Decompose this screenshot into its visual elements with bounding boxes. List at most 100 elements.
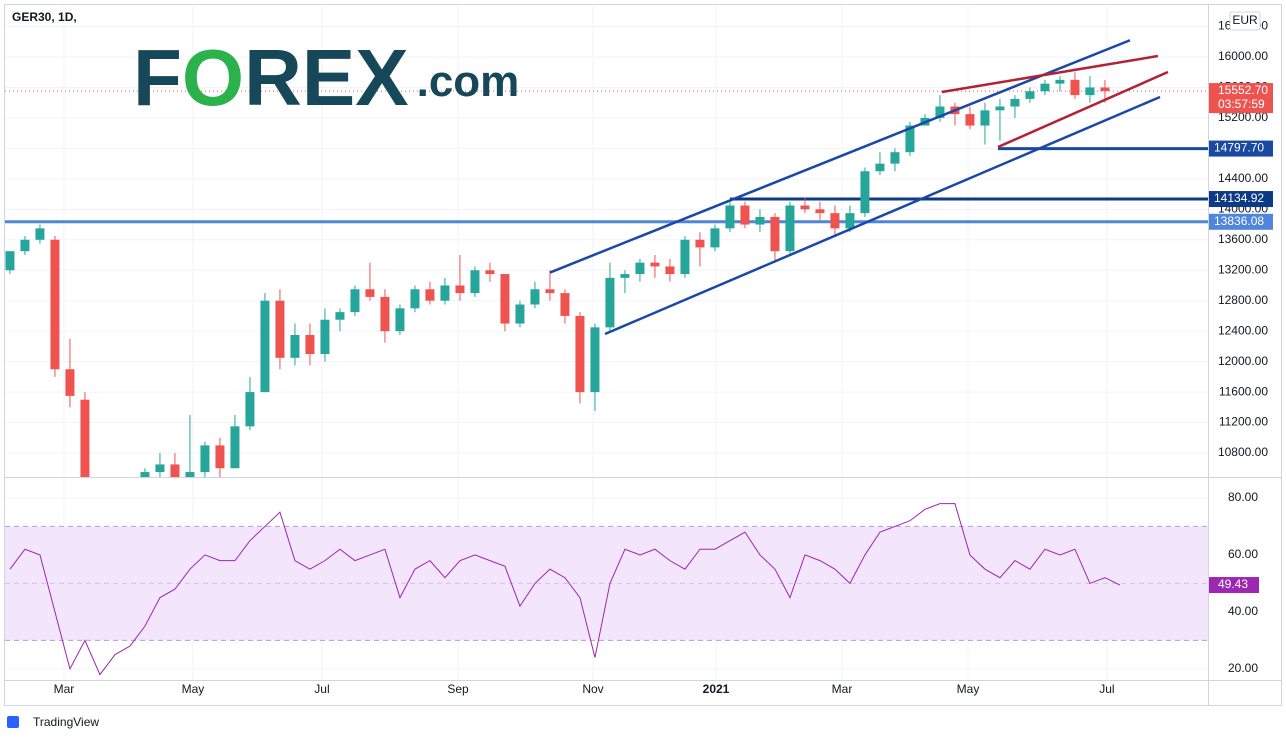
footer: TradingView [7,715,99,729]
rsi-last-box [1209,577,1259,594]
candle-body [1025,91,1035,99]
frame [4,4,1282,706]
level-label-box [1209,213,1273,230]
candle-body [425,289,435,301]
candle-body [290,334,300,358]
candle-body [1070,79,1080,96]
rsi-pane [5,503,1208,676]
y-tick-label: 12400.00 [1218,323,1268,337]
y-tick-label: 12000.00 [1218,354,1268,368]
trendline [549,39,1131,274]
y-tick-label: 14400.00 [1218,171,1268,185]
rsi-tick-label: 60.00 [1228,547,1258,561]
rsi-tick-label: 80.00 [1228,490,1258,504]
candle-body [410,289,420,309]
candle-body [350,289,360,313]
candle-body [140,472,150,477]
candle-body [500,274,510,324]
price-pane [5,39,1208,477]
candle-body [50,239,60,370]
candle-body [1055,79,1065,84]
x-tick-label: Jul [314,682,329,696]
candle-body [1100,87,1110,92]
candle-body [605,277,615,328]
x-tick-label: May [957,682,980,696]
candle-body [275,300,285,358]
axes: Mar May Jul Sep Nov 2021 Mar May Jul 10800.00 1120… [54,11,1273,696]
symbol-title: GER30, 1D, [12,10,77,24]
last-price-label: 15552.70 [1218,83,1268,97]
candle-body [230,426,240,469]
candle-body [845,213,855,229]
candle-body [785,205,795,252]
last-price-box [1209,83,1273,114]
trendline [997,70,1169,149]
candle-body [305,334,315,355]
candle-body [455,285,465,294]
candle-body [5,251,15,271]
logo-part: F [133,33,182,122]
candle-body [155,464,165,473]
rsi-tick-label: 40.00 [1228,604,1258,618]
y-tick-label: 16000.00 [1218,49,1268,63]
candle-body [665,266,675,275]
level-label-box [1209,191,1273,208]
y-tick-label: 15200.00 [1218,110,1268,124]
candle-body [725,205,735,229]
candle-body [620,274,630,278]
watermark-logo: FOREX .com [133,33,519,122]
y-tick-label: 13200.00 [1218,262,1268,276]
candle-body [80,399,90,477]
candle-body [470,270,480,294]
candle-body [905,125,915,153]
candle-body [365,289,375,297]
candle-body [830,213,840,229]
rsi-line [9,503,1121,676]
candle-body [515,304,525,324]
tradingview-icon [7,716,19,728]
candle-body [590,327,600,393]
level-label: 14134.92 [1214,191,1264,205]
candle-body [1040,83,1050,92]
candle-body [1085,87,1095,96]
level-label-box [1209,140,1273,157]
level-label: 14797.70 [1214,141,1264,155]
x-tick-label: 2021 [703,682,730,696]
footer-brand[interactable]: TradingView [33,715,99,729]
candle-body [575,315,585,393]
candle-body [965,114,975,126]
candle-body [560,293,570,316]
y-tick-label: 11600.00 [1219,384,1268,398]
x-tick-label: Mar [54,682,75,696]
candle-body [995,106,1005,111]
candle-body [875,163,885,172]
candle-body [530,289,540,305]
candle-body [200,445,210,473]
trendline [604,95,1161,336]
x-tick-label: May [182,682,205,696]
y-tick-label: 12800.00 [1218,293,1268,307]
x-tick-label: Sep [447,682,469,696]
logo-part: O [182,33,244,122]
candle-body [380,296,390,332]
candle-body [680,239,690,275]
x-tick-label: Mar [832,682,853,696]
y-tick-label: 11200.00 [1219,415,1268,429]
candle-body [635,262,645,275]
candle-body [740,205,750,225]
candle-body [335,312,345,320]
trendline [941,54,1159,94]
x-tick-label: Jul [1099,682,1114,696]
candle-body [710,228,720,248]
candle-body [545,289,555,294]
rsi-last-label: 49.43 [1218,577,1248,591]
level-label: 13836.08 [1214,214,1264,228]
candle-body [1010,98,1020,107]
x-tick-label: Nov [582,682,603,696]
candle-body [185,472,195,477]
candle-body [770,216,780,252]
logo-part: .com [417,57,520,106]
candle-body [320,319,330,355]
